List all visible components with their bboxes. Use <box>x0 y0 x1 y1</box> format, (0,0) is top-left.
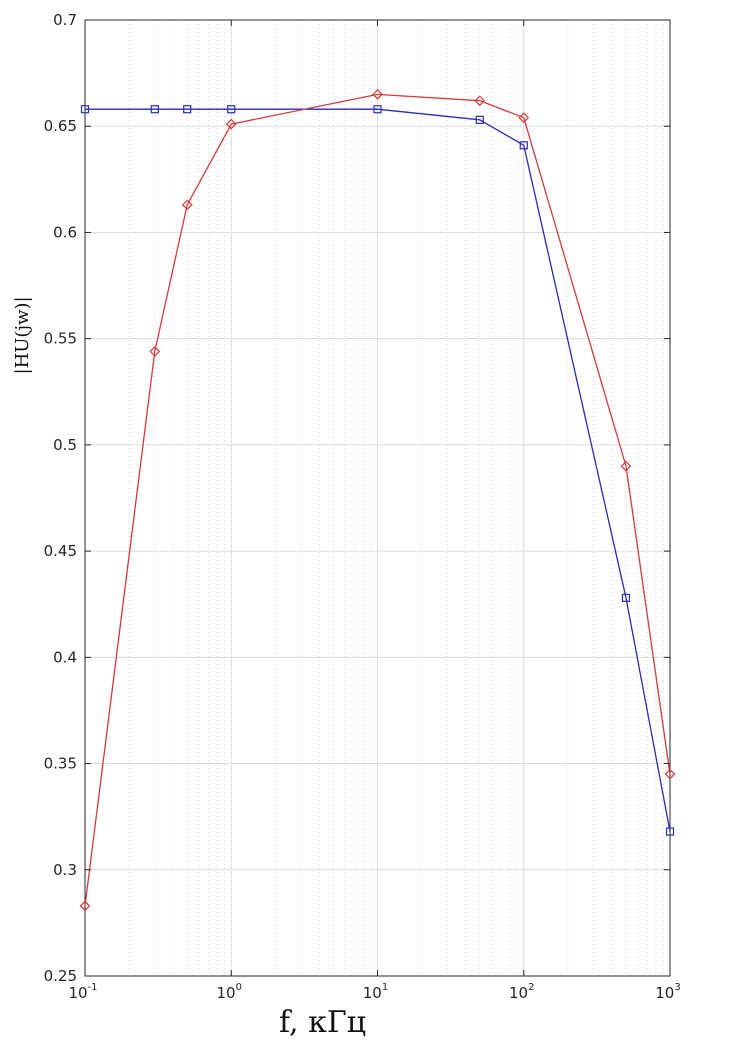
y-tick-label: 0.5 <box>53 436 77 454</box>
y-tick-label: 0.4 <box>53 648 77 666</box>
series-1-point <box>621 593 631 602</box>
series-2-point <box>518 112 530 124</box>
series-1-point <box>80 105 90 114</box>
y-tick-label: 0.55 <box>44 330 77 348</box>
series-2-point <box>620 460 632 472</box>
y-tick-label: 0.3 <box>53 861 77 879</box>
series-1-point <box>227 105 236 114</box>
series-2-point <box>79 900 91 912</box>
series-1-point <box>475 115 484 124</box>
y-tick-label: 0.45 <box>44 542 77 560</box>
x-tick-label: 101 <box>363 982 388 1002</box>
y-tick-label: 0.25 <box>44 967 77 985</box>
x-axis-label: f, кГц <box>279 1005 366 1040</box>
series-2-line <box>84 93 671 906</box>
y-tick-label: 0.7 <box>53 11 77 29</box>
series-1-point <box>183 105 192 114</box>
series-2-point <box>181 199 193 211</box>
grid <box>84 19 671 977</box>
series-layer <box>79 89 676 912</box>
series-1-line <box>85 108 671 832</box>
series-1-point <box>519 141 528 150</box>
series-1-point <box>373 105 382 114</box>
series-1-point <box>665 827 675 836</box>
tick-labels: 0.25 0.3 0.35 0.4 0.45 0.5 0.55 0.6 0.65 0.7 10-1 1… <box>44 11 681 1002</box>
series-2-point <box>474 95 486 107</box>
y-axis-label: |HU(jw)| <box>12 296 33 374</box>
x-tick-label: 102 <box>509 982 534 1002</box>
series-2-point <box>372 89 383 100</box>
series-1-point <box>150 105 159 114</box>
series-2-point <box>149 346 161 357</box>
x-tick-label: 100 <box>217 982 242 1002</box>
series-2-point <box>225 118 237 130</box>
x-tick-label: 10-1 <box>68 982 97 1002</box>
x-tick-label: 103 <box>655 982 680 1002</box>
y-tick-label: 0.35 <box>44 755 77 773</box>
y-tick-label: 0.65 <box>44 117 77 135</box>
series-2-point <box>664 768 676 780</box>
y-tick-label: 0.6 <box>53 223 77 241</box>
